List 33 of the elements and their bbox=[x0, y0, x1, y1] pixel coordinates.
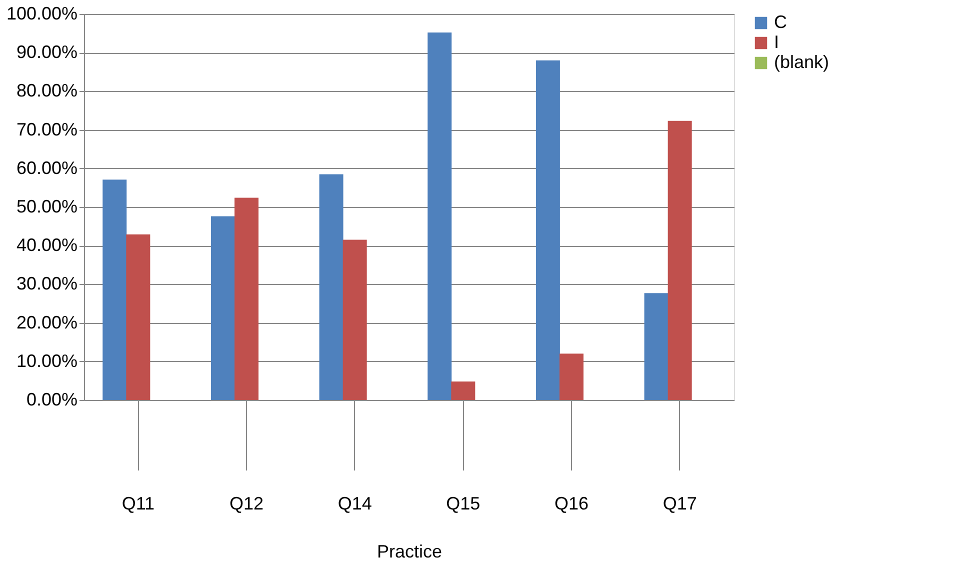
y-tick-label: 70.00% bbox=[16, 119, 78, 140]
x-tick-label: Q14 bbox=[338, 494, 372, 514]
legend-label: (blank) bbox=[774, 52, 830, 72]
x-tick-label: Q11 bbox=[122, 494, 155, 514]
bar bbox=[560, 354, 584, 400]
y-tick-label: 20.00% bbox=[16, 312, 78, 332]
y-tick-label: 40.00% bbox=[16, 235, 78, 256]
bar bbox=[668, 120, 692, 400]
y-tick-label: 50.00% bbox=[16, 196, 78, 216]
bar bbox=[342, 240, 367, 400]
y-tick-label: 60.00% bbox=[16, 158, 78, 178]
legend-label: I bbox=[774, 32, 780, 52]
bar bbox=[451, 381, 476, 400]
y-tick-label: 90.00% bbox=[16, 42, 78, 62]
y-tick-label: 10.00% bbox=[16, 350, 78, 371]
x-axis-title: Practice bbox=[376, 542, 442, 562]
x-tick-label: Q12 bbox=[229, 494, 264, 514]
bar bbox=[102, 180, 127, 400]
x-tick-label: Q17 bbox=[662, 494, 697, 514]
legend-label: C bbox=[774, 12, 787, 32]
bar bbox=[644, 293, 668, 400]
x-tick-label: Q15 bbox=[446, 494, 480, 514]
x-tick-label: Q16 bbox=[554, 494, 589, 514]
y-tick-label: 30.00% bbox=[16, 274, 78, 294]
y-tick-label: 0.00% bbox=[26, 390, 78, 410]
bar bbox=[536, 60, 560, 400]
bar bbox=[126, 234, 150, 400]
y-tick-label: 100.00% bbox=[6, 4, 78, 24]
bar bbox=[428, 32, 452, 400]
y-tick-label: 80.00% bbox=[16, 80, 78, 101]
bar bbox=[210, 216, 235, 400]
bar bbox=[319, 174, 344, 400]
bar bbox=[234, 198, 258, 400]
